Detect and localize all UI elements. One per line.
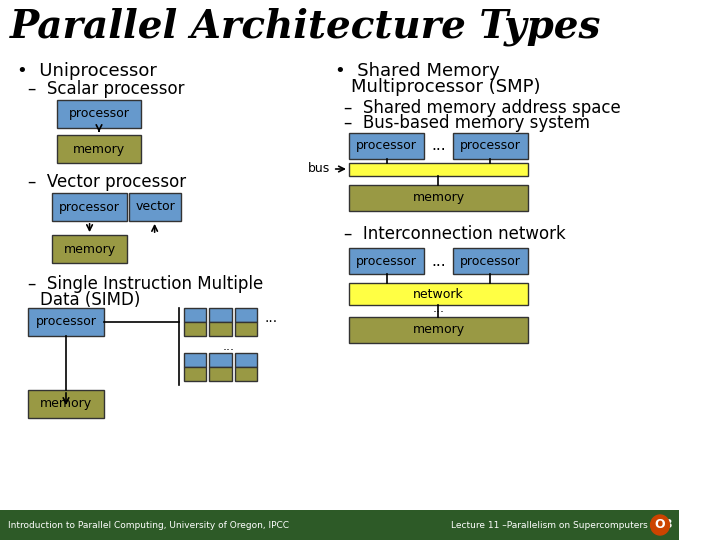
Text: –  Scalar processor: – Scalar processor: [28, 80, 185, 98]
FancyBboxPatch shape: [210, 367, 232, 381]
Text: memory: memory: [40, 397, 92, 410]
Text: •  Shared Memory: • Shared Memory: [335, 62, 500, 80]
Text: Multiprocessor (SMP): Multiprocessor (SMP): [351, 78, 540, 96]
FancyBboxPatch shape: [52, 193, 127, 221]
Text: ...: ...: [431, 138, 446, 153]
FancyBboxPatch shape: [349, 248, 424, 274]
Text: ...: ...: [264, 311, 277, 325]
Text: –  Single Instruction Multiple: – Single Instruction Multiple: [28, 275, 264, 293]
Text: processor: processor: [35, 315, 96, 328]
Text: Introduction to Parallel Computing, University of Oregon, IPCC: Introduction to Parallel Computing, Univ…: [7, 521, 289, 530]
Text: memory: memory: [63, 242, 116, 255]
FancyBboxPatch shape: [52, 235, 127, 263]
Text: processor: processor: [356, 254, 417, 267]
Text: –  Bus-based memory system: – Bus-based memory system: [344, 114, 590, 132]
FancyBboxPatch shape: [57, 100, 141, 128]
Text: ...: ...: [431, 253, 446, 268]
Text: –  Vector processor: – Vector processor: [28, 173, 186, 191]
Text: O: O: [654, 518, 665, 531]
Text: Parallel Architecture Types: Parallel Architecture Types: [9, 8, 600, 46]
FancyBboxPatch shape: [184, 322, 207, 336]
Text: processor: processor: [460, 254, 521, 267]
Text: vector: vector: [135, 200, 175, 213]
FancyBboxPatch shape: [349, 163, 528, 176]
FancyBboxPatch shape: [235, 308, 258, 322]
FancyBboxPatch shape: [349, 283, 528, 305]
Text: network: network: [413, 287, 464, 300]
Text: –  Shared memory address space: – Shared memory address space: [344, 99, 621, 117]
FancyBboxPatch shape: [235, 367, 258, 381]
Text: –  Interconnection network: – Interconnection network: [344, 225, 566, 243]
FancyBboxPatch shape: [28, 308, 104, 336]
Text: memory: memory: [73, 143, 125, 156]
Text: processor: processor: [59, 200, 120, 213]
FancyBboxPatch shape: [28, 390, 104, 418]
Text: processor: processor: [356, 139, 417, 152]
Bar: [0, 510, 679, 540]
FancyBboxPatch shape: [210, 308, 232, 322]
Text: Data (SIMD): Data (SIMD): [40, 291, 140, 309]
FancyBboxPatch shape: [349, 317, 528, 343]
Text: •  Uniprocessor: • Uniprocessor: [17, 62, 157, 80]
FancyBboxPatch shape: [129, 193, 181, 221]
Text: memory: memory: [413, 192, 464, 205]
Text: processor: processor: [68, 107, 130, 120]
FancyBboxPatch shape: [235, 353, 258, 367]
Text: ...: ...: [433, 301, 444, 314]
Text: processor: processor: [460, 139, 521, 152]
FancyBboxPatch shape: [184, 308, 207, 322]
FancyBboxPatch shape: [210, 353, 232, 367]
Circle shape: [651, 515, 670, 535]
FancyBboxPatch shape: [453, 133, 528, 159]
FancyBboxPatch shape: [184, 367, 207, 381]
Text: 3: 3: [663, 518, 672, 531]
Text: memory: memory: [413, 323, 464, 336]
FancyBboxPatch shape: [349, 133, 424, 159]
FancyBboxPatch shape: [57, 135, 141, 163]
Text: ...: ...: [223, 340, 235, 353]
FancyBboxPatch shape: [349, 185, 528, 211]
FancyBboxPatch shape: [210, 322, 232, 336]
Text: bus: bus: [308, 163, 330, 176]
Text: Lecture 11 –Parallelism on Supercomputers: Lecture 11 –Parallelism on Supercomputer…: [451, 521, 647, 530]
FancyBboxPatch shape: [235, 322, 258, 336]
FancyBboxPatch shape: [453, 248, 528, 274]
FancyBboxPatch shape: [184, 353, 207, 367]
